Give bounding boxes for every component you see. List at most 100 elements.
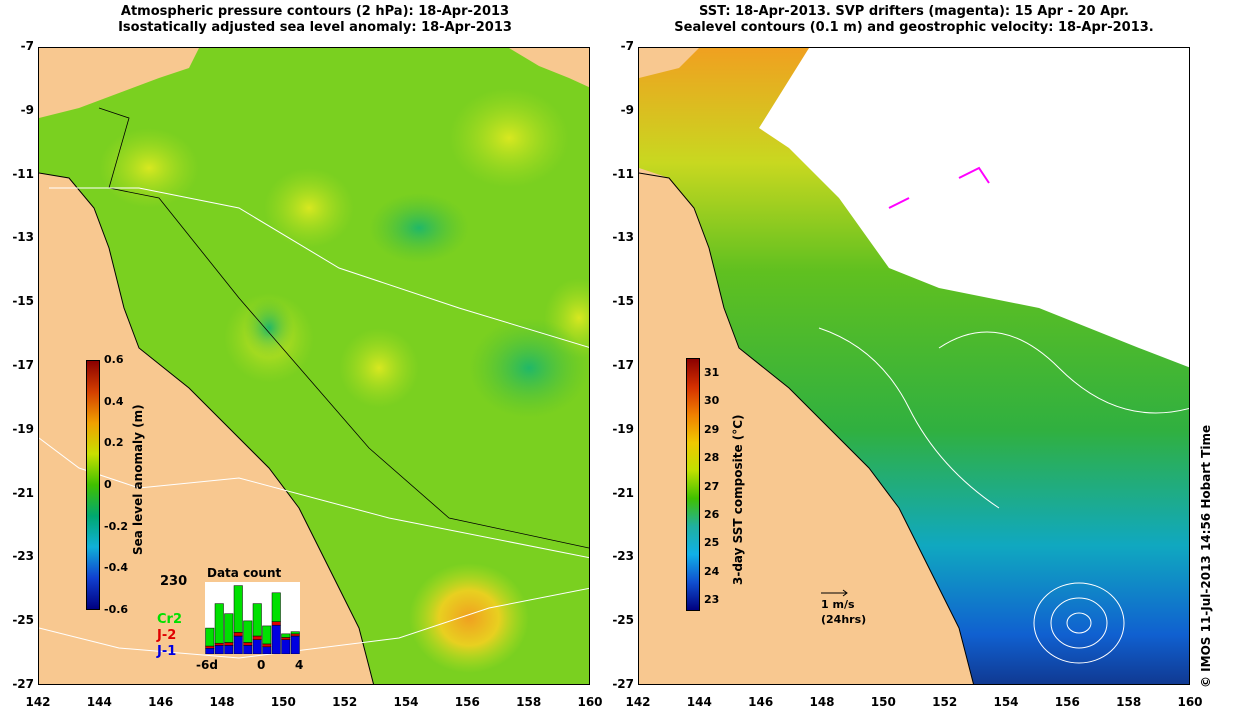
histogram-bar-cr2 xyxy=(252,603,262,637)
lon-tick: 150 xyxy=(870,695,896,709)
lon-tick: 154 xyxy=(993,695,1019,709)
lat-tick: -27 xyxy=(12,677,34,691)
colorbar-tick: -0.6 xyxy=(104,603,129,616)
colorbar-tick: 26 xyxy=(704,507,720,521)
lon-tick: 144 xyxy=(686,695,712,709)
histogram-bar-j1 xyxy=(243,645,253,654)
colorbar-tick: 0.2 xyxy=(104,436,124,450)
lat-tick: -21 xyxy=(12,485,34,500)
histogram-bar-cr2 xyxy=(214,603,224,644)
colorbar-tick: 24 xyxy=(704,564,720,578)
lon-tick: 156 xyxy=(1054,695,1080,709)
colorbar-tick: 29 xyxy=(704,422,720,436)
land-australia-right xyxy=(639,168,974,684)
inset-title: Data count xyxy=(207,566,282,580)
left-title-line2: Isostatically adjusted sea level anomaly… xyxy=(118,20,512,35)
lat-tick: -9 xyxy=(620,102,634,117)
sea-level-anomaly-map[interactable] xyxy=(38,47,590,685)
lon-tick: 150 xyxy=(270,695,296,709)
histogram-bar-cr2 xyxy=(290,631,300,635)
colorbar-tick: 31 xyxy=(704,366,720,379)
lat-tick: -23 xyxy=(12,549,34,564)
lat-tick: -9 xyxy=(20,102,34,117)
sst-map-canvas xyxy=(639,48,1189,684)
land-solomon xyxy=(509,48,589,88)
lon-tick: 154 xyxy=(393,695,419,709)
colorbar-tick: -0.2 xyxy=(104,519,129,533)
sst-map[interactable]: 1 m/s (24hrs) xyxy=(638,47,1190,685)
histogram-bar-j1 xyxy=(233,635,243,654)
lat-tick: -11 xyxy=(612,166,634,181)
histogram-bar-j1 xyxy=(271,624,281,654)
colorbar-tick: 0.6 xyxy=(104,353,124,366)
land-png xyxy=(39,48,199,118)
left-title-line1: Atmospheric pressure contours (2 hPa): 1… xyxy=(120,4,510,19)
histogram-bar-j2 xyxy=(243,642,253,646)
inset-legend-item: Cr2 xyxy=(157,612,182,627)
histogram-bar-cr2 xyxy=(271,592,281,622)
histogram-bar-j2 xyxy=(281,637,291,640)
colorbar-tick: -0.4 xyxy=(104,561,129,575)
colorbar-tick: 30 xyxy=(704,394,720,408)
sea-level-anomaly-map-canvas xyxy=(39,48,589,684)
histogram-bar-j2 xyxy=(262,643,272,648)
inset-x-tick: 0 xyxy=(257,658,266,672)
lat-tick: -11 xyxy=(12,166,34,181)
lon-tick: 146 xyxy=(148,695,174,709)
lon-tick: 160 xyxy=(577,695,603,709)
colorbar-tick: 0.4 xyxy=(104,394,124,408)
lat-tick: -17 xyxy=(612,358,634,372)
lon-tick: 156 xyxy=(454,695,480,709)
lat-tick: -19 xyxy=(612,421,634,436)
sea-level-colorbar-label: Sea level anomaly (m) xyxy=(131,404,145,555)
lat-tick: -27 xyxy=(612,677,634,691)
lat-tick: -15 xyxy=(12,294,34,309)
histogram-bar-j2 xyxy=(233,632,243,637)
inset-x-tick: -6d xyxy=(196,658,218,672)
lat-tick: -23 xyxy=(612,549,634,564)
histogram-bar-cr2 xyxy=(224,613,234,643)
cloud-mask xyxy=(759,48,1189,368)
right-title-line1: SST: 18-Apr-2013. SVP drifters (magenta)… xyxy=(699,4,1129,19)
lon-tick: 160 xyxy=(1177,695,1203,709)
histogram-bar-cr2 xyxy=(243,620,253,643)
colorbar-tick: 28 xyxy=(704,451,720,465)
imos-credit: © IMOS 11-Jul-2013 14:56 Hobart Time xyxy=(1199,424,1213,688)
colorbar-tick: 27 xyxy=(704,479,720,493)
colorbar-tick: 0 xyxy=(104,478,112,491)
lon-tick: 146 xyxy=(748,695,774,709)
lon-tick: 148 xyxy=(209,695,235,709)
land-png-right xyxy=(639,48,699,78)
lat-tick: -13 xyxy=(12,230,34,245)
lat-tick: -17 xyxy=(12,358,34,372)
sst-colorbar-label: 3-day SST composite (°C) xyxy=(731,414,745,585)
histogram-bar-cr2 xyxy=(233,585,243,633)
histogram-bar-j1 xyxy=(281,639,291,654)
colorbar-tick: 23 xyxy=(704,593,720,606)
land-australia xyxy=(39,173,374,684)
lon-tick: 144 xyxy=(86,695,112,709)
inset-legend-item: J-2 xyxy=(157,628,177,643)
inset-count: 230 xyxy=(160,574,188,589)
lat-tick: -25 xyxy=(612,613,634,628)
lon-tick: 152 xyxy=(932,695,958,709)
histogram-bar-j2 xyxy=(290,633,300,637)
histogram-bar-j1 xyxy=(290,635,300,654)
lat-tick: -7 xyxy=(620,39,634,53)
histogram-bar-j1 xyxy=(224,645,234,654)
lat-tick: -19 xyxy=(12,421,34,436)
histogram-bar-j2 xyxy=(214,642,224,646)
colorbar-tick: 25 xyxy=(704,536,720,550)
histogram-bar-j2 xyxy=(271,621,281,626)
lon-tick: 142 xyxy=(625,695,651,709)
histogram-bar-j1 xyxy=(214,645,224,654)
histogram-bar-cr2 xyxy=(205,627,215,647)
lat-tick: -21 xyxy=(612,485,634,500)
lat-tick: -7 xyxy=(20,39,34,53)
histogram-bar-j1 xyxy=(262,646,272,654)
lat-tick: -25 xyxy=(12,613,34,628)
inset-x-tick: 4 xyxy=(295,658,304,672)
lon-tick: 158 xyxy=(516,695,542,709)
sea-level-colorbar xyxy=(86,360,100,610)
histogram-bar-j2 xyxy=(205,645,215,649)
